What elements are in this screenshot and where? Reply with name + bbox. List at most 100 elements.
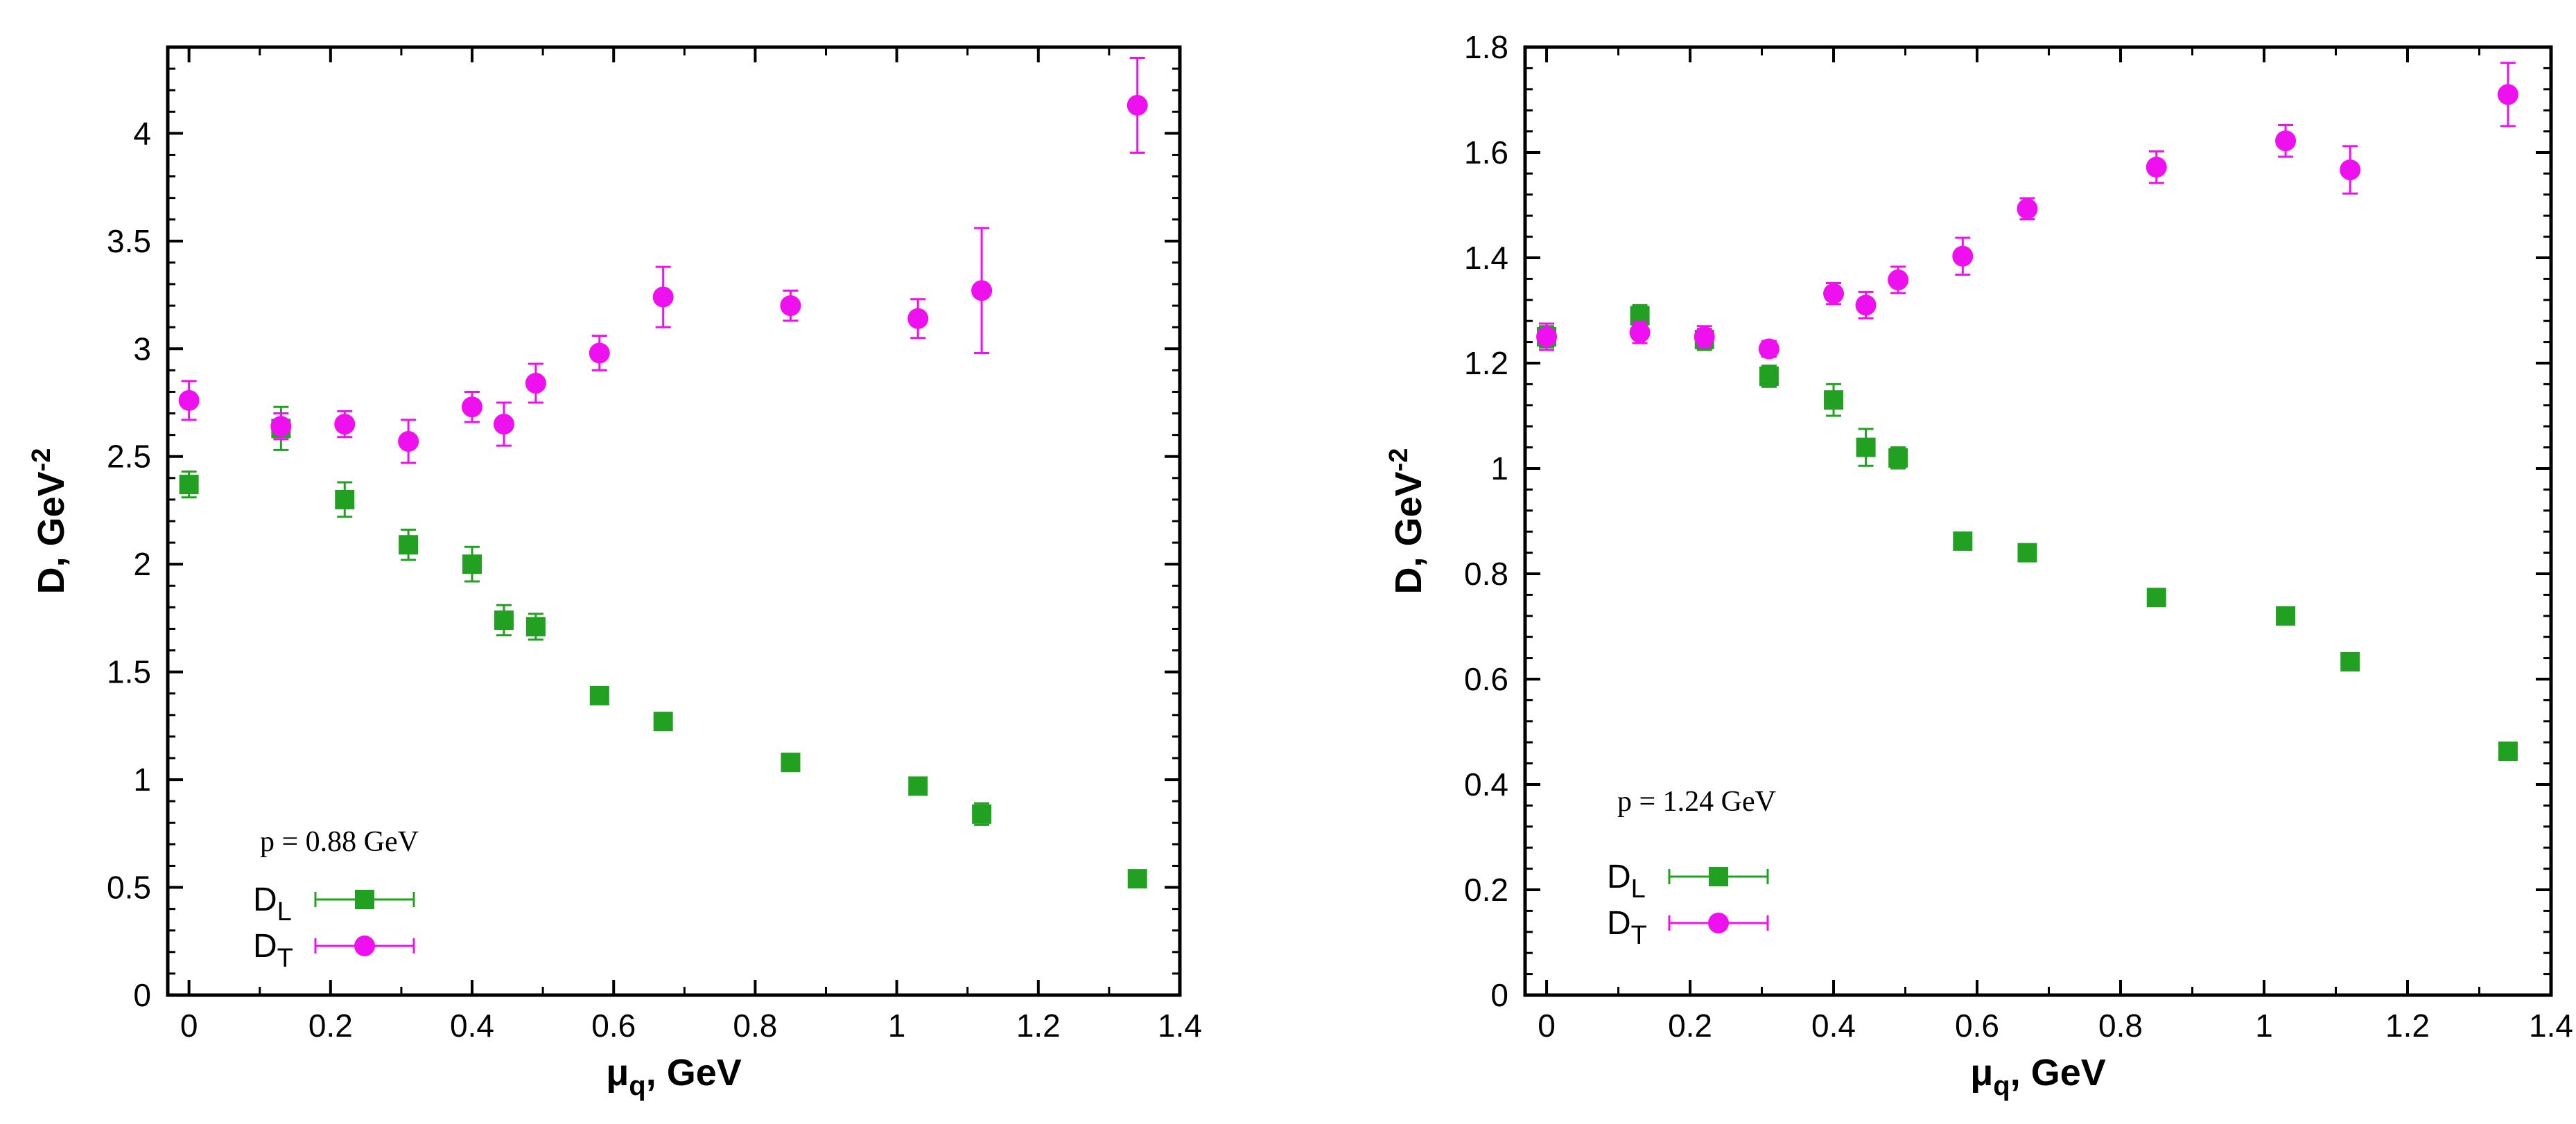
- data-point-circle: [907, 308, 929, 329]
- series-D_L: [1537, 304, 2518, 762]
- data-point-circle: [462, 396, 483, 418]
- data-point-square: [1759, 367, 1779, 386]
- data-point-square: [589, 685, 609, 705]
- data-point-square: [1953, 531, 1973, 551]
- data-point-circle: [493, 414, 514, 435]
- y-axis-label-superscript: -2: [27, 448, 56, 472]
- data-point-square: [2017, 543, 2037, 563]
- y-axis-label-base: D, GeV: [31, 471, 72, 594]
- x-axis-label-unit: , GeV: [2010, 1052, 2106, 1094]
- series-D_L: [179, 405, 1147, 889]
- x-tick-label: 1: [888, 1008, 906, 1044]
- y-tick-label: 1: [133, 762, 151, 798]
- y-tick-label: 0: [1490, 977, 1508, 1013]
- data-point-square: [781, 753, 801, 773]
- data-point-circle: [525, 373, 546, 394]
- data-point-square: [2276, 606, 2296, 626]
- y-axis-label: D, GeV-2: [1384, 448, 1429, 595]
- data-point-square: [335, 489, 355, 509]
- left-panel-chart: 0 0.2 0.4 0.6 0.8 1 1.2 1.4 0 0.5 1 1.5 2 2.5 3 3.5 4 μq,…: [27, 45, 1202, 1101]
- y-tick-label: 2: [133, 546, 151, 582]
- legend-marker-circle: [1708, 913, 1729, 933]
- data-point-circle: [652, 286, 674, 308]
- y-tick-label: 2.5: [107, 439, 151, 475]
- data-point-circle: [334, 414, 356, 435]
- x-tick-label: 0.8: [2098, 1008, 2143, 1044]
- legend-label-subscript: L: [277, 897, 292, 927]
- legend-label-subscript: L: [1631, 875, 1646, 904]
- x-axis-label: μq, GeV: [606, 1052, 742, 1101]
- y-tick-label: 1: [1490, 450, 1508, 486]
- data-point-circle: [780, 295, 801, 317]
- data-point-circle: [1629, 322, 1651, 343]
- data-point-square: [2146, 588, 2166, 608]
- data-point-circle: [1952, 245, 1974, 267]
- legend-marker-square: [355, 890, 374, 909]
- y-tick-label: 4: [133, 115, 151, 151]
- x-tick-label: 1: [2255, 1008, 2273, 1044]
- legend-label: DL: [1607, 859, 1646, 904]
- data-point-circle: [1823, 283, 1845, 304]
- data-point-circle: [2146, 157, 2167, 178]
- plot-frame: [1523, 45, 2553, 997]
- x-tick-label: 0.8: [733, 1008, 777, 1044]
- y-tick-label: 3.5: [107, 223, 151, 259]
- data-point-square: [2498, 741, 2518, 762]
- data-point-circle: [1694, 326, 1715, 347]
- x-axis-label-symbol: μ: [606, 1052, 629, 1094]
- x-tick-label: 1.2: [1016, 1008, 1061, 1044]
- x-tick-label: 0.4: [450, 1008, 494, 1044]
- data-point-circle: [1758, 338, 1779, 360]
- y-tick-label: 3: [133, 331, 151, 367]
- y-axis-label-base: D, GeV: [1388, 471, 1429, 594]
- data-point-square: [462, 554, 482, 574]
- data-point-square: [494, 611, 514, 631]
- x-axis-label-subscript: q: [1993, 1071, 2010, 1101]
- legend-label: DL: [253, 881, 292, 927]
- series-D_T: [1536, 62, 2518, 360]
- data-point-square: [1127, 869, 1147, 889]
- data-point-circle: [270, 416, 292, 437]
- legend-label-subscript: T: [1631, 921, 1647, 950]
- data-point-circle: [2275, 130, 2297, 152]
- y-tick-label: 0.6: [1464, 661, 1508, 697]
- y-axis-label: D, GeV-2: [27, 448, 72, 595]
- data-point-square: [653, 712, 673, 732]
- y-tick-label: 0.8: [1464, 556, 1508, 592]
- y-tick-label: 0.2: [1464, 872, 1508, 908]
- x-tick-label: 0: [180, 1008, 198, 1044]
- x-tick-label: 0.2: [1668, 1008, 1712, 1044]
- data-point-square: [525, 617, 546, 637]
- x-tick-label: 1.4: [2529, 1008, 2573, 1044]
- y-tick-label: 1.4: [1464, 240, 1508, 276]
- data-point-square: [1856, 437, 1876, 457]
- y-tick-label: 1.8: [1464, 29, 1508, 65]
- data-point-circle: [1888, 269, 1909, 290]
- legend-label-main: D: [1607, 905, 1631, 942]
- legend-marker-circle: [354, 936, 375, 956]
- data-point-circle: [2497, 84, 2518, 105]
- x-tick-label: 0: [1538, 1008, 1556, 1044]
- data-point-circle: [2017, 198, 2038, 220]
- data-point-circle: [1536, 326, 1558, 347]
- x-tick-label: 0.4: [1811, 1008, 1856, 1044]
- x-tick-label: 0.6: [591, 1008, 636, 1044]
- x-axis-label: μq, GeV: [1970, 1052, 2106, 1101]
- x-tick-label: 0.6: [1955, 1008, 1999, 1044]
- x-tick-label: 0.2: [308, 1008, 353, 1044]
- right-panel-chart: 0 0.2 0.4 0.6 0.8 1 1.2 1.4 0 0.2 0.4 0.6 0.8 1 1.2 1.4…: [1384, 29, 2573, 1101]
- series-D_T: [178, 57, 1148, 464]
- legend-label-main: D: [253, 881, 277, 918]
- y-tick-label: 0.4: [1464, 766, 1508, 802]
- legend-marker-square: [1709, 867, 1728, 886]
- legend-label-main: D: [1607, 859, 1631, 895]
- x-axis-label-subscript: q: [629, 1071, 645, 1101]
- data-point-square: [1888, 448, 1908, 468]
- x-tick-label: 1.2: [2385, 1008, 2430, 1044]
- data-point-square: [972, 804, 992, 824]
- legend-label: DT: [1607, 905, 1647, 950]
- legend-label-subscript: T: [277, 944, 293, 973]
- data-point-square: [1824, 390, 1844, 410]
- legend-label-main: D: [253, 928, 277, 965]
- data-point-square: [908, 776, 928, 796]
